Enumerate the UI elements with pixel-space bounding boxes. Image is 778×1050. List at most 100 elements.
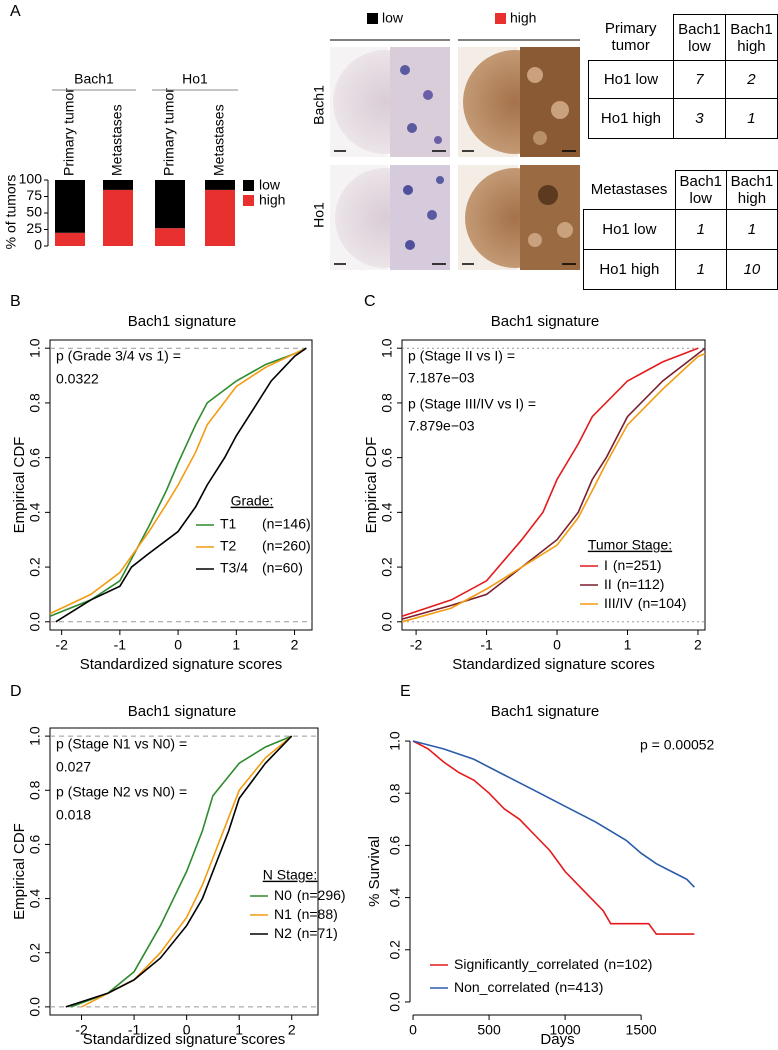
- table-cell: Bach1 low: [672, 14, 726, 61]
- series-line: [401, 347, 706, 620]
- x-tick-label: -2: [75, 1022, 88, 1038]
- annotation: 7.879e−03: [408, 418, 475, 434]
- y-axis-label: Empirical CDF: [11, 437, 28, 534]
- y-tick-label: 0.8: [27, 393, 43, 413]
- annotation: 0.0322: [56, 371, 99, 387]
- annotation: p (Stage III/IV vs I) =: [408, 396, 536, 412]
- bar-segment: [55, 232, 85, 246]
- contingency-table: Primary tumor Bach1 low Bach1 high Ho1 low 7…: [588, 14, 778, 139]
- legend-title: Tumor Stage:: [588, 537, 672, 553]
- y-tick-label: 25: [26, 220, 42, 236]
- plot-frame: [401, 339, 706, 631]
- legend-count: (n=60): [262, 560, 303, 576]
- legend-label: high: [259, 192, 285, 208]
- panel-label: B: [10, 293, 21, 310]
- y-tick-label: 0.2: [387, 940, 403, 960]
- y-tick-label: 0.4: [27, 889, 43, 909]
- y-tick-label: 100: [19, 171, 43, 187]
- y-tick-label: 1.0: [379, 338, 395, 358]
- x-tick-label: 1: [235, 1022, 243, 1038]
- y-tick-label: 0.0: [387, 992, 403, 1012]
- table-cell: Bach1 low: [674, 170, 727, 210]
- x-tick-label: 1: [232, 637, 240, 653]
- plot-frame: [49, 339, 313, 631]
- table-cell: Metastases: [590, 181, 668, 199]
- chart-title: Bach1 signature: [128, 703, 236, 720]
- table-cell: Primary tumor: [604, 20, 657, 55]
- legend-entry: I (n=251): [604, 557, 662, 573]
- legend-entry: N2 (n=71): [274, 925, 338, 941]
- table-cell: Ho1 low: [588, 60, 674, 99]
- legend-label: I: [604, 557, 608, 573]
- legend-count: (n=296): [297, 887, 346, 903]
- y-tick-label: 0.8: [387, 783, 403, 803]
- table-value: 2: [724, 60, 778, 99]
- annotation: p (Stage II vs I) =: [408, 348, 515, 364]
- panel-label: E: [400, 683, 411, 700]
- table-cell: Ho1 high: [583, 249, 676, 290]
- y-axis-label: Empirical CDF: [11, 823, 28, 920]
- legend-label: T1: [220, 516, 237, 532]
- legend-swatch: [243, 180, 254, 191]
- ihc-images: [330, 47, 580, 270]
- y-tick-label: 0: [34, 237, 42, 253]
- panel-label: D: [10, 683, 22, 700]
- x-tick-label: 1000: [550, 1022, 581, 1038]
- series-line: [412, 740, 695, 888]
- y-tick-label: 0.2: [27, 557, 43, 577]
- category-label: Primary tumor: [61, 88, 77, 176]
- x-tick-label: 2: [288, 1022, 296, 1038]
- legend-count: (n=102): [604, 956, 653, 972]
- ihc-row-label: Ho1: [311, 202, 327, 228]
- chart-title: Bach1 signature: [491, 703, 599, 720]
- y-tick-label: 0.4: [27, 502, 43, 522]
- legend-label: N1: [274, 906, 292, 922]
- group-label: Bach1: [74, 71, 114, 87]
- bar-segment: [55, 180, 85, 233]
- x-tick-label: 0: [409, 1022, 417, 1038]
- legend-label: III/IV: [604, 595, 633, 611]
- x-tick-label: -1: [114, 637, 127, 653]
- legend-label: II: [604, 576, 612, 592]
- legend-count: (n=260): [262, 538, 311, 554]
- legend-entry: II (n=112): [604, 576, 664, 592]
- legend-title: N Stage:: [263, 867, 317, 883]
- low-swatch: [367, 13, 378, 24]
- y-tick-label: 0.6: [387, 835, 403, 855]
- x-tick-label: -1: [128, 1022, 141, 1038]
- x-tick-label: -1: [480, 637, 493, 653]
- panel-label: C: [364, 293, 376, 310]
- annotation: 0.027: [56, 759, 91, 775]
- annotation: p (Stage N1 vs N0) =: [56, 736, 187, 752]
- x-tick-label: -2: [410, 637, 423, 653]
- category-label: Primary tumor: [161, 88, 177, 176]
- y-tick-label: 0.2: [379, 557, 395, 577]
- x-tick-label: 0: [174, 637, 182, 653]
- table-value: 1: [725, 209, 778, 250]
- x-tick-label: 2: [291, 637, 299, 653]
- legend-label: low: [259, 177, 281, 193]
- legend-entry: Significantly_correlated (n=102): [454, 956, 652, 972]
- series-line: [49, 347, 307, 618]
- table-value: 7: [672, 60, 726, 99]
- x-axis-label: Standardized signature scores: [80, 656, 283, 673]
- legend-count: (n=146): [262, 516, 311, 532]
- legend-entry: III/IV (n=104): [604, 595, 686, 611]
- plot-frame: [49, 727, 319, 1016]
- legend-count: (n=104): [638, 595, 687, 611]
- y-tick-label: 0.6: [27, 448, 43, 468]
- legend-swatch: [243, 195, 254, 206]
- bar-segment: [103, 180, 133, 190]
- x-axis-label: Standardized signature scores: [83, 1031, 286, 1048]
- category-label: Metastases: [109, 104, 125, 176]
- table-cell: Ho1 high: [588, 98, 674, 139]
- legend-entry: N1 (n=88): [274, 906, 338, 922]
- y-tick-label: 50: [26, 204, 42, 220]
- annotation: 7.187e−03: [408, 370, 475, 386]
- y-tick-label: 75: [26, 187, 42, 203]
- ihc-column-label: high: [510, 10, 536, 26]
- x-tick-label: 500: [477, 1022, 501, 1038]
- series-line: [401, 347, 699, 618]
- annotation: 0.018: [56, 807, 91, 823]
